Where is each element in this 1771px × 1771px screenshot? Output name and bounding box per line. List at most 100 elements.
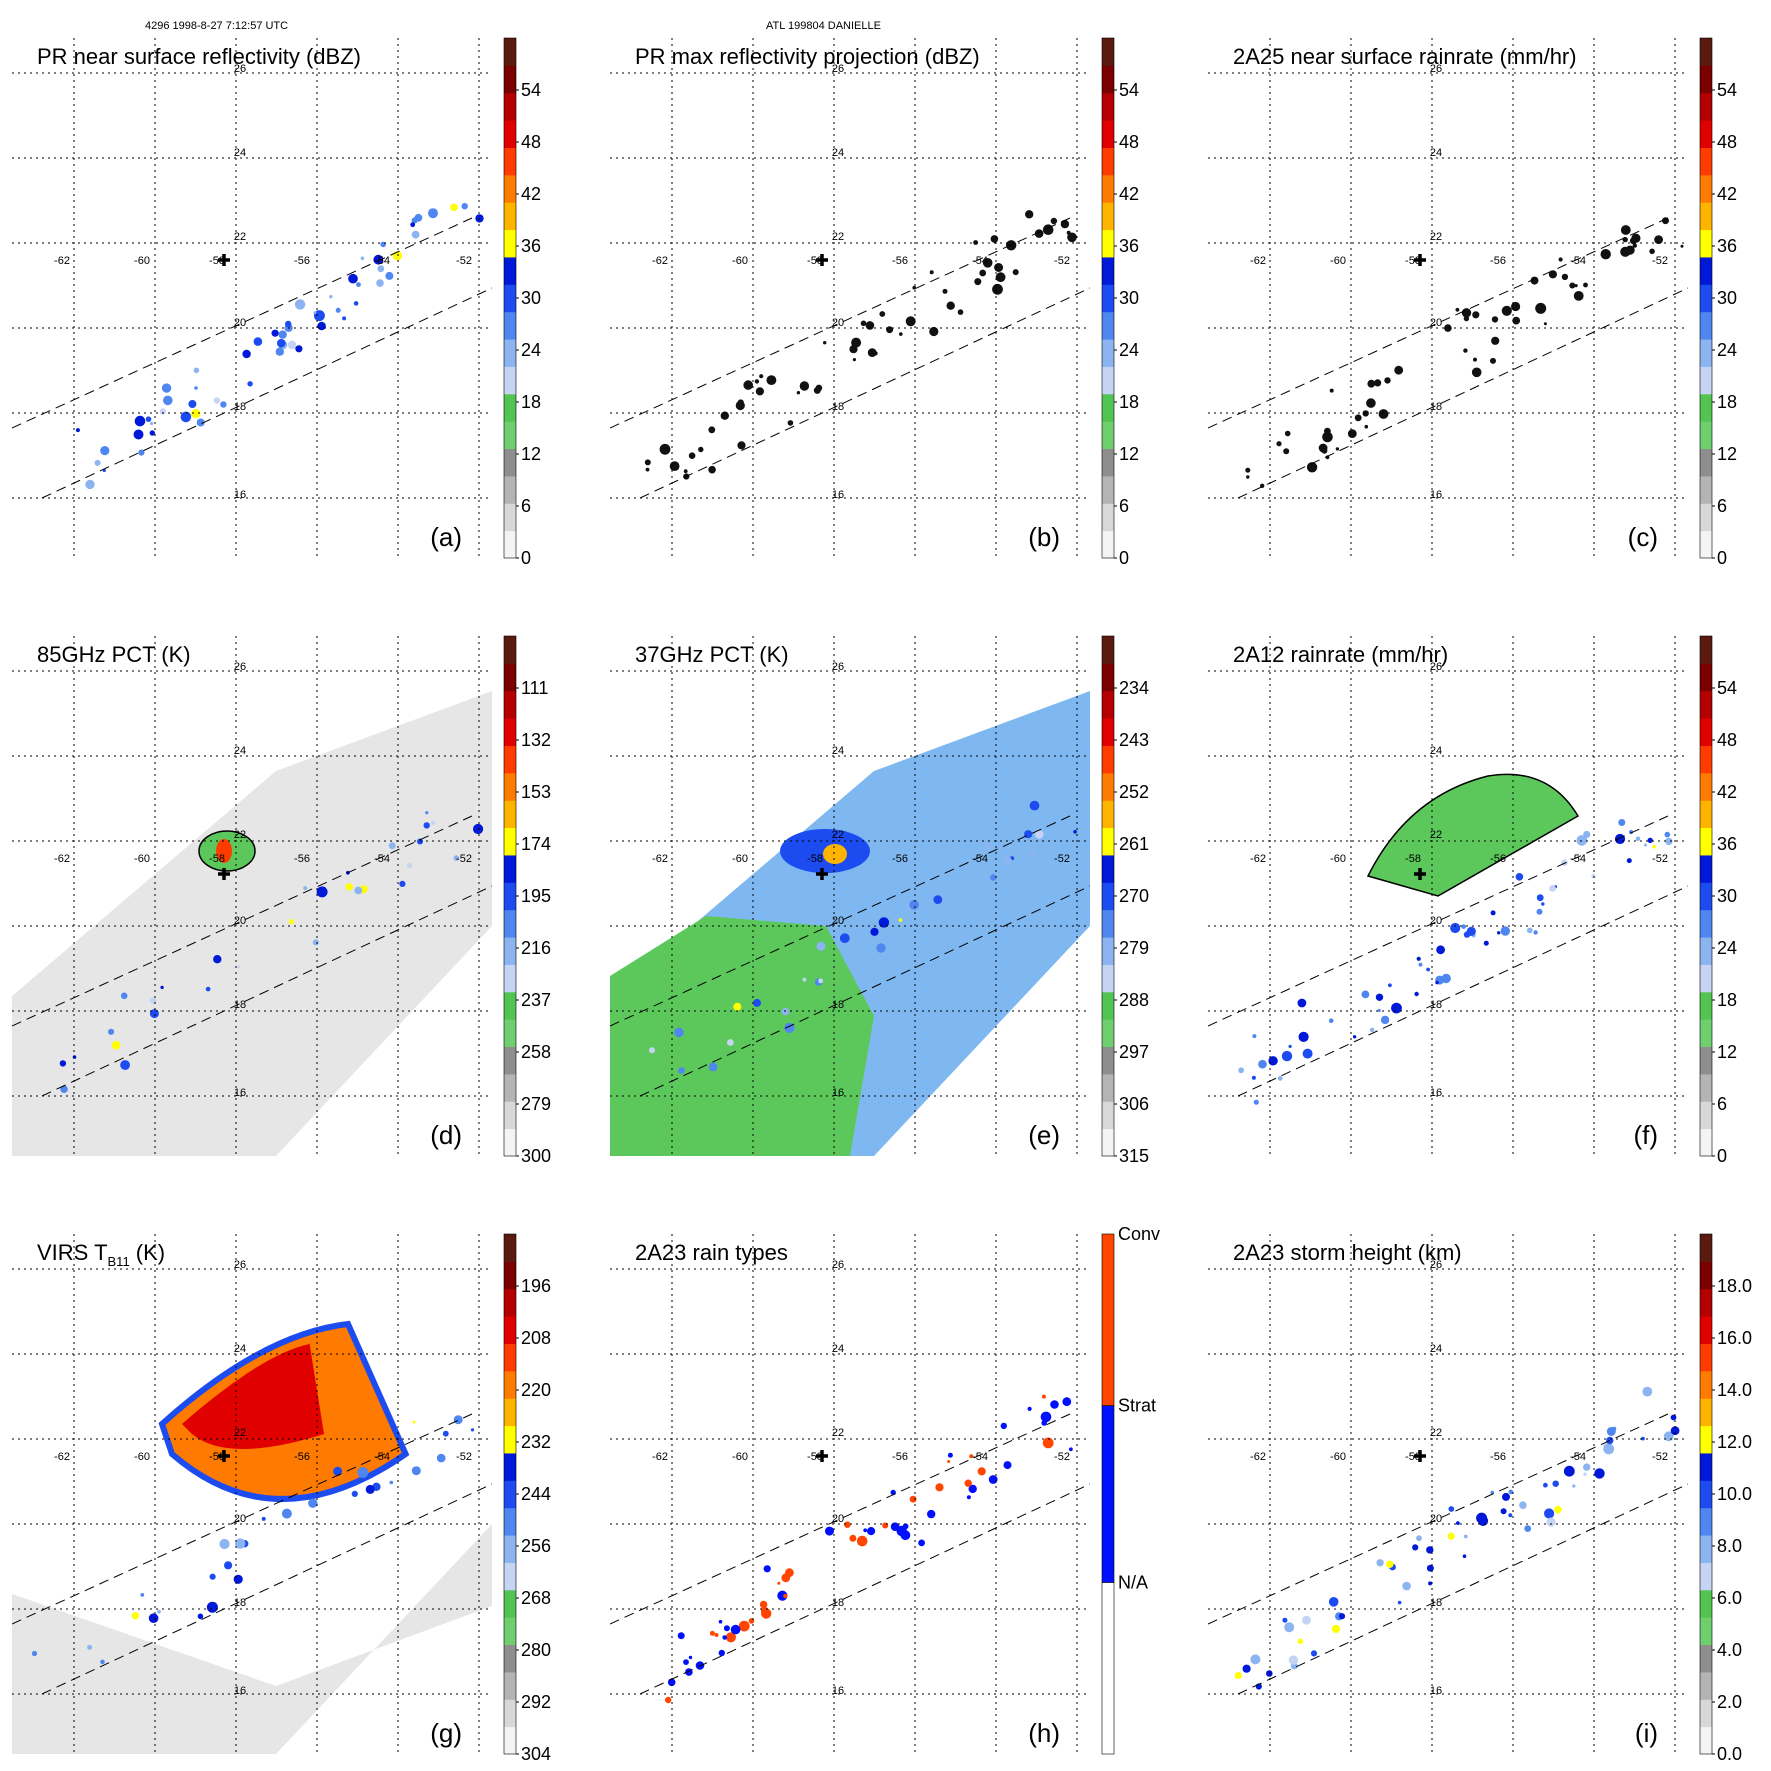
- colorbar-segment: [1102, 393, 1114, 422]
- colorbar-segment: [1102, 1046, 1114, 1075]
- lon-label: -60: [1330, 1451, 1346, 1463]
- echo: [990, 235, 999, 243]
- colorbar-segment: [1102, 1128, 1114, 1157]
- echo: [1050, 1400, 1059, 1409]
- colorbar-label: 36: [1717, 236, 1737, 256]
- lat-label: 22: [234, 231, 246, 243]
- colorbar-segment: [1700, 1699, 1712, 1728]
- plot-area-a: -62 -60 -58 -56 -54 -52 26 24 22 20 18 16: [12, 38, 492, 558]
- colorbar-segment: [1700, 393, 1712, 422]
- echo: [947, 1452, 953, 1458]
- echo: [1297, 1638, 1304, 1644]
- echo: [1508, 1489, 1514, 1495]
- colorbar-segment: [1102, 448, 1114, 477]
- colorbar-segment: [504, 256, 516, 285]
- colorbar-segment: [1700, 256, 1712, 285]
- echo: [1508, 1513, 1513, 1518]
- lat-label: 22: [234, 829, 246, 841]
- echo: [754, 379, 760, 384]
- lon-label: -52: [1054, 1451, 1070, 1463]
- colorbar-label: 30: [521, 288, 541, 308]
- echo: [85, 479, 95, 490]
- echo: [849, 1534, 857, 1542]
- echo: [356, 282, 361, 287]
- colorbar-segment: [504, 530, 516, 559]
- echo: [1626, 858, 1632, 864]
- lon-label: -62: [652, 255, 668, 267]
- echo: [145, 416, 152, 423]
- colorbar-label: 232: [521, 1432, 551, 1452]
- colorbar-label: Strat: [1118, 1396, 1156, 1416]
- colorbar-label: 54: [521, 80, 541, 100]
- colorbar-label: 30: [1119, 288, 1139, 308]
- echo: [1025, 210, 1034, 219]
- echo: [799, 381, 810, 391]
- colorbar-segment: [504, 1019, 516, 1048]
- echo: [957, 309, 964, 315]
- lat-label: 26: [1430, 1259, 1442, 1271]
- echo: [777, 1581, 781, 1585]
- echo: [1546, 1517, 1556, 1527]
- plot-area-f: -62 -60 -58 -56 -54 -52 26 24 22 20 18 16: [1208, 636, 1688, 1156]
- echo: [1536, 908, 1543, 915]
- colorbar-segment: [1700, 147, 1712, 176]
- lon-label: -60: [1330, 853, 1346, 865]
- colorbar-segment: [1700, 882, 1712, 911]
- colorbar-segment: [1700, 1046, 1712, 1075]
- colorbar-segment: [1102, 38, 1114, 66]
- echo: [376, 279, 384, 287]
- colorbar-segment: [1102, 147, 1114, 176]
- echo: [759, 1600, 768, 1609]
- echo: [698, 446, 704, 453]
- echo: [180, 411, 192, 423]
- echo: [261, 1516, 266, 1521]
- colorbar-label: 0.0: [1717, 1744, 1742, 1764]
- echo: [1283, 448, 1290, 455]
- lat-label: 16: [832, 1685, 844, 1697]
- echo: [1583, 1472, 1587, 1476]
- colorbar-segment: [504, 1425, 516, 1454]
- panel-label: (g): [430, 1718, 462, 1748]
- swath-edge-upper: [610, 815, 1071, 1027]
- echo: [665, 1696, 672, 1704]
- echo: [994, 263, 1004, 272]
- colorbar-label: 196: [521, 1276, 551, 1296]
- colorbar-label: 252: [1119, 782, 1149, 802]
- echo: [313, 310, 325, 322]
- colorbar-segment: [1102, 909, 1114, 938]
- lon-label: -56: [892, 853, 908, 865]
- lon-label: -52: [456, 1451, 472, 1463]
- echo: [157, 1609, 161, 1614]
- lat-label: 22: [1430, 231, 1442, 243]
- panel-title: 2A23 storm height (km): [1233, 1240, 1462, 1265]
- colorbar-segment: [504, 1234, 516, 1262]
- echo: [213, 397, 221, 404]
- lat-label: 16: [1430, 489, 1442, 501]
- colorbar-label: 270: [1119, 886, 1149, 906]
- echo: [708, 1062, 718, 1072]
- swath-edge-lower: [1237, 287, 1688, 499]
- echo: [380, 241, 387, 248]
- colorbar-segment: [504, 1507, 516, 1536]
- colorbar-segment: [504, 1562, 516, 1591]
- echo: [1328, 1018, 1334, 1023]
- colorbar-label: 2.0: [1717, 1692, 1742, 1712]
- panel-b: -62 -60 -58 -56 -54 -52 26 24 22 20 18 16 PR max ref…: [610, 37, 1139, 568]
- echo: [856, 1535, 868, 1547]
- echo: [1384, 377, 1391, 384]
- colorbar-segment: [504, 854, 516, 883]
- lon-label: -52: [1054, 853, 1070, 865]
- lon-label: -52: [456, 255, 472, 267]
- echo: [149, 1009, 159, 1019]
- echo: [918, 1539, 925, 1547]
- lon-label: -58: [1405, 853, 1421, 865]
- colorbar-segment: [1700, 1535, 1712, 1563]
- echo: [1600, 249, 1611, 260]
- echo: [898, 918, 903, 922]
- colorbar-segment: [504, 147, 516, 176]
- colorbar-label: 42: [1717, 184, 1737, 204]
- colorbar-segment: [504, 92, 516, 121]
- lon-label: -58: [209, 853, 225, 865]
- colorbar-segment: [1102, 772, 1114, 801]
- colorbar-segment: [1700, 718, 1712, 746]
